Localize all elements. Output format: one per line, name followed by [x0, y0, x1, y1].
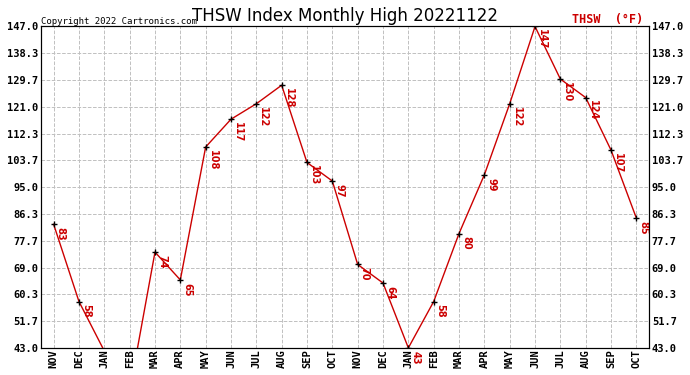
Text: 122: 122	[511, 106, 522, 127]
Text: 64: 64	[385, 286, 395, 299]
Text: 43: 43	[411, 351, 420, 364]
Text: 80: 80	[461, 236, 471, 250]
Text: 130: 130	[562, 82, 572, 102]
Text: 99: 99	[486, 178, 496, 191]
Text: 42: 42	[0, 374, 1, 375]
Text: 58: 58	[435, 304, 446, 318]
Text: 74: 74	[157, 255, 167, 268]
Text: 29: 29	[0, 374, 1, 375]
Text: 65: 65	[182, 283, 193, 296]
Text: 122: 122	[258, 106, 268, 127]
Text: 117: 117	[233, 122, 243, 142]
Text: 107: 107	[613, 153, 623, 173]
Text: Copyright 2022 Cartronics.com: Copyright 2022 Cartronics.com	[41, 18, 197, 27]
Text: 70: 70	[359, 267, 370, 281]
Text: 108: 108	[208, 150, 217, 170]
Text: THSW  (°F): THSW (°F)	[572, 13, 643, 27]
Text: 58: 58	[81, 304, 91, 318]
Title: THSW Index Monthly High 20221122: THSW Index Monthly High 20221122	[192, 7, 498, 25]
Text: 147: 147	[537, 29, 547, 50]
Text: 83: 83	[56, 227, 66, 241]
Text: 97: 97	[334, 184, 344, 197]
Text: 128: 128	[284, 88, 294, 108]
Text: 85: 85	[638, 221, 649, 234]
Text: 103: 103	[309, 165, 319, 186]
Text: 124: 124	[588, 100, 598, 121]
